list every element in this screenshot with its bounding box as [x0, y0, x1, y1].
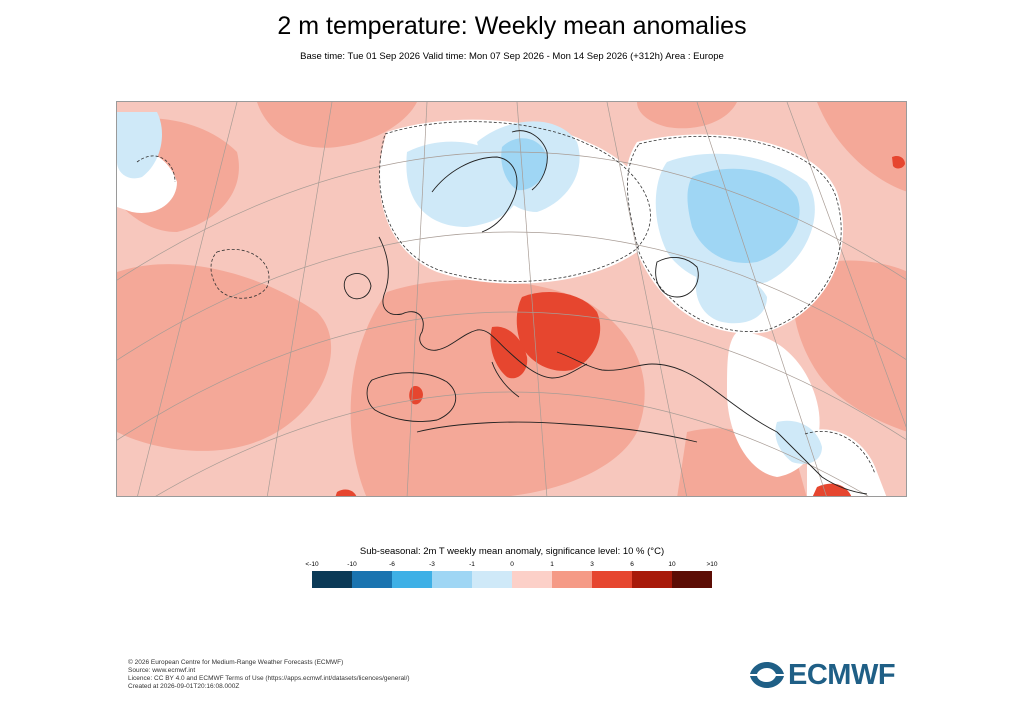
legend-tick-label: 1 — [550, 561, 554, 568]
strong-cool-anomaly-areas — [501, 138, 800, 263]
legend-swatch — [472, 571, 512, 588]
legend-tick-label: -10 — [347, 561, 357, 568]
ecmwf-logo-text: ECMWF — [788, 659, 896, 691]
legend-tick-label: -3 — [429, 561, 435, 568]
map-canvas — [117, 102, 906, 496]
legend-swatch — [592, 571, 632, 588]
legend-title: Sub-seasonal: 2m T weekly mean anomaly, … — [359, 546, 665, 557]
legend-swatch — [632, 571, 672, 588]
legend-swatch — [552, 571, 592, 588]
legend-tick-label: 10 — [668, 561, 676, 568]
legend-swatch — [392, 571, 432, 588]
chart-title: 2 m temperature: Weekly mean anomalies — [277, 12, 747, 40]
strong-warm-anomaly-areas — [335, 155, 905, 496]
anomaly-map — [116, 101, 907, 497]
legend-swatch — [352, 571, 392, 588]
ecmwf-logo: ECMWF — [748, 659, 900, 691]
legend-tick-label: >10 — [706, 561, 718, 568]
legend-swatch — [672, 571, 712, 588]
legend-swatch — [312, 571, 352, 588]
footer-copyright: © 2026 European Centre for Medium-Range … — [128, 659, 344, 666]
significance-contours — [136, 121, 876, 475]
footer-credits: © 2026 European Centre for Medium-Range … — [128, 659, 410, 691]
chart-subtitle: Base time: Tue 01 Sep 2026 Valid time: M… — [300, 51, 724, 62]
ecmwf-logo-mark-icon — [750, 662, 784, 688]
legend-tick-labels: <-10 -10 -6 -3 -1 0 1 3 6 10 >10 — [305, 561, 717, 571]
legend-tick-label: -1 — [469, 561, 475, 568]
footer-source: Source: www.ecmwf.int — [128, 667, 196, 674]
legend-tick-label: 3 — [590, 561, 594, 568]
legend-tick-label: 6 — [630, 561, 634, 568]
legend-tick-label: <-10 — [305, 561, 319, 568]
legend-tick-label: -6 — [389, 561, 395, 568]
legend-tick-label: 0 — [510, 561, 514, 568]
footer-licence: Licence: CC BY 4.0 and ECMWF Terms of Us… — [128, 675, 410, 682]
map-graticule — [117, 102, 906, 496]
map-coastlines — [343, 130, 868, 495]
legend-colorbar — [312, 571, 712, 588]
footer-created: Created at 2026-09-01T20:16:08.000Z — [128, 683, 240, 690]
legend-swatch — [432, 571, 472, 588]
legend-swatch — [512, 571, 552, 588]
